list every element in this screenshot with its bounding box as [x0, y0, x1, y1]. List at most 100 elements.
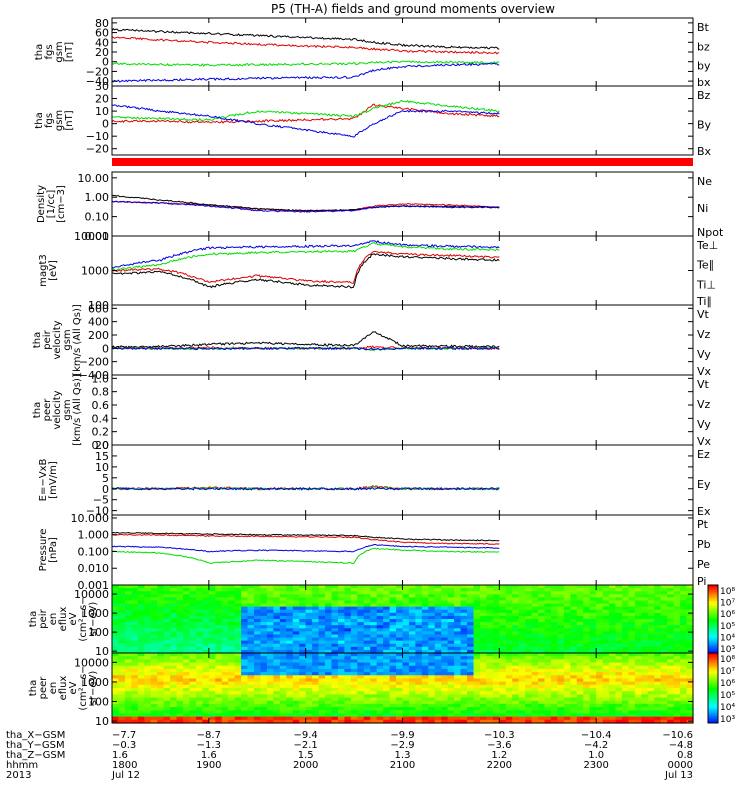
heatmap-cell: [467, 643, 475, 648]
heatmap-cell: [563, 719, 571, 724]
heatmap-cell: [686, 606, 694, 611]
heatmap-cell: [563, 597, 571, 602]
heatmap-cell: [557, 681, 565, 686]
heatmap-cell: [421, 591, 429, 595]
heatmap-cell: [370, 668, 378, 673]
heatmap-cell: [473, 609, 481, 614]
heatmap-cell: [176, 585, 184, 589]
heatmap-cell: [621, 634, 630, 639]
heatmap-cell: [408, 716, 417, 721]
heatmap-cell: [557, 707, 565, 711]
series-line-Ti⊥: [111, 240, 500, 269]
heatmap-cell: [557, 619, 565, 623]
heatmap-cell: [254, 640, 262, 645]
heatmap-cell: [124, 659, 132, 664]
colorbar-swatch: [708, 671, 718, 675]
heatmap-cell: [447, 668, 455, 673]
heatmap-cell: [273, 609, 281, 614]
heatmap-cell: [163, 719, 171, 724]
heatmap-cell: [279, 716, 287, 721]
heatmap-cell: [467, 622, 475, 626]
heatmap-cell: [628, 684, 636, 689]
heatmap-cell: [473, 672, 481, 676]
heatmap-cell: [628, 603, 636, 608]
heatmap-cell: [667, 713, 675, 718]
heatmap-cell: [518, 585, 526, 589]
heatmap-cell: [131, 707, 139, 711]
heatmap-cell: [247, 713, 255, 718]
heatmap-cell: [241, 694, 249, 699]
heatmap-cell: [531, 606, 539, 611]
heatmap-cell: [234, 634, 242, 639]
heatmap-cell: [150, 703, 158, 708]
heatmap-cell: [260, 628, 268, 632]
heatmap-cell: [131, 628, 139, 632]
heatmap-cell: [279, 694, 287, 699]
heatmap-cell: [680, 707, 688, 711]
panel-peir_velocity: −400−2000200400600thapeirvelocitygsm[km/…: [32, 302, 712, 382]
heatmap-cell: [415, 622, 423, 626]
heatmap-cell: [157, 591, 165, 595]
heatmap-cell: [647, 662, 655, 667]
heatmap-cell: [467, 719, 475, 724]
heatmap-cell: [467, 700, 475, 705]
heatmap-cell: [325, 594, 333, 598]
heatmap-cell: [215, 668, 223, 673]
heatmap-cell: [454, 588, 462, 592]
heatmap-cell: [589, 678, 597, 683]
heatmap-cell: [396, 619, 404, 623]
heatmap-cell: [215, 646, 223, 651]
heatmap-cell: [647, 585, 655, 589]
heatmap-cell: [673, 615, 681, 620]
heatmap-cell: [447, 603, 455, 608]
heatmap-cell: [505, 678, 513, 683]
heatmap-cell: [221, 656, 229, 660]
heatmap-cell: [202, 659, 210, 664]
y-axis-label-line: sr−eV): [88, 602, 99, 637]
heatmap-cell: [492, 597, 500, 602]
heatmap-cell: [228, 681, 236, 686]
heatmap-cell: [344, 603, 352, 608]
heatmap-cell: [273, 628, 281, 632]
heatmap-cell: [363, 609, 371, 614]
heatmap-cell: [170, 606, 178, 611]
heatmap-cell: [337, 659, 345, 664]
heatmap-cell: [647, 606, 655, 611]
heatmap-cell: [137, 697, 145, 702]
heatmap-cell: [660, 713, 668, 718]
heatmap-cell: [170, 622, 178, 626]
heatmap-cell: [112, 688, 120, 692]
y-axis-label-line: eV: [68, 681, 79, 694]
heatmap-cell: [389, 719, 397, 724]
heatmap-cell: [150, 672, 158, 676]
heatmap-cell: [686, 707, 694, 711]
heatmap-cell: [344, 588, 352, 592]
heatmap-cell: [602, 637, 610, 642]
heatmap-cell: [163, 643, 171, 648]
heatmap-cell: [596, 631, 604, 636]
heatmap-cell: [570, 697, 578, 702]
legend-entry-Ne: Ne: [697, 175, 712, 188]
heatmap-cell: [318, 665, 326, 670]
heatmap-cell: [299, 640, 307, 645]
heatmap-cell: [428, 606, 436, 611]
heatmap-cell: [286, 700, 294, 705]
heatmap-cell: [460, 716, 468, 721]
heatmap-cell: [486, 684, 494, 689]
heatmap-cell: [615, 628, 623, 632]
heatmap-cell: [357, 688, 365, 692]
panel-peer_velocity: 0.00.20.40.60.81.0thapeervelocitygsm[km/…: [32, 372, 712, 452]
heatmap-cell: [402, 710, 410, 715]
heatmap-cell: [357, 631, 365, 636]
heatmap-cell: [202, 703, 210, 708]
heatmap-cell: [266, 597, 274, 602]
heatmap-cell: [492, 625, 500, 629]
heatmap-cell: [557, 585, 565, 589]
heatmap-cell: [286, 703, 294, 708]
heatmap-cell: [137, 665, 145, 670]
heatmap-cell: [531, 594, 539, 598]
heatmap-cell: [266, 703, 274, 708]
heatmap-cell: [170, 634, 178, 639]
heatmap-cell: [247, 659, 255, 664]
heatmap-cell: [647, 646, 655, 651]
